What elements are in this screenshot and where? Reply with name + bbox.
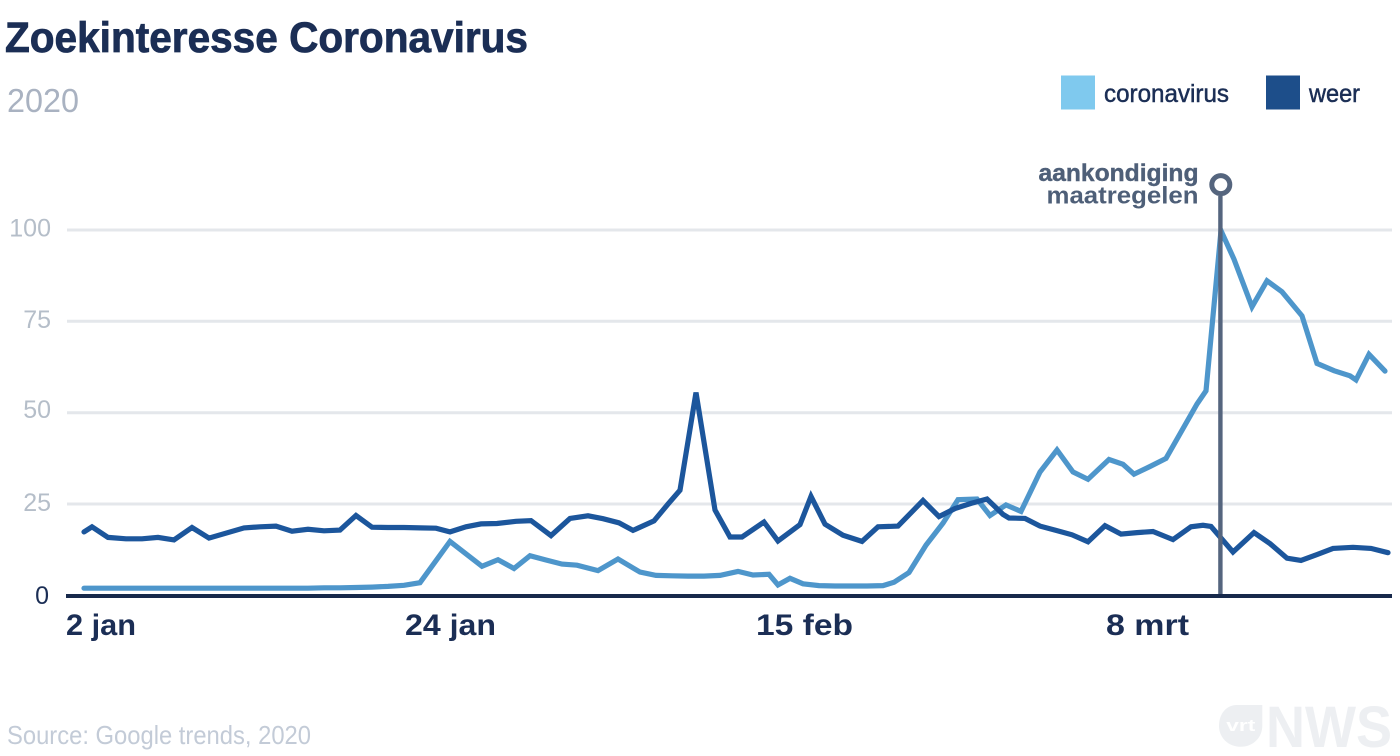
svg-text:2 jan: 2 jan [66,609,136,642]
svg-text:2020: 2020 [7,82,79,119]
svg-text:weer: weer [1308,80,1360,108]
svg-text:24 jan: 24 jan [405,609,496,642]
svg-text:Zoekinteresse Coronavirus: Zoekinteresse Coronavirus [5,14,528,62]
svg-text:maatregelen: maatregelen [1047,183,1199,210]
svg-text:75: 75 [23,306,51,334]
svg-text:50: 50 [23,396,51,424]
svg-text:8 mrt: 8 mrt [1106,609,1189,642]
svg-text:0: 0 [35,582,49,610]
svg-text:NWS: NWS [1266,695,1392,756]
svg-text:aankondiging: aankondiging [1039,160,1199,187]
svg-text:vrt: vrt [1226,716,1255,735]
svg-text:coronavirus: coronavirus [1104,80,1229,108]
svg-text:Source: Google trends, 2020: Source: Google trends, 2020 [7,720,311,750]
svg-text:100: 100 [9,215,51,243]
svg-text:25: 25 [23,489,51,517]
svg-text:15 feb: 15 feb [756,609,853,642]
